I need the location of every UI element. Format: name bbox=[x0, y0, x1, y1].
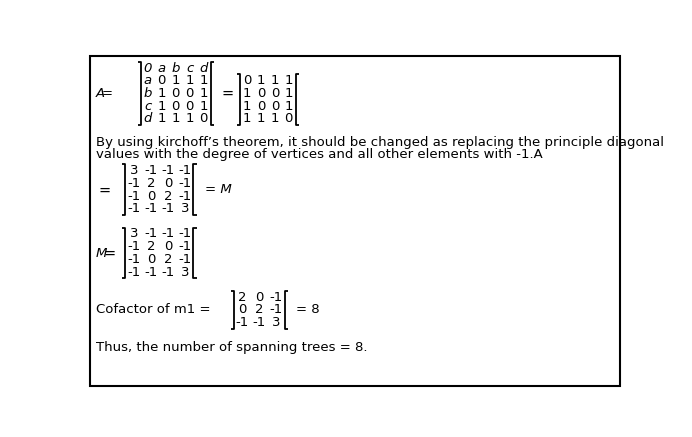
Text: values with the degree of vertices and all other elements with -1.A: values with the degree of vertices and a… bbox=[95, 148, 543, 160]
Text: -1: -1 bbox=[161, 202, 174, 215]
Text: 1: 1 bbox=[172, 74, 180, 87]
Text: 1: 1 bbox=[243, 100, 251, 113]
Text: d: d bbox=[199, 62, 208, 75]
Text: -1: -1 bbox=[144, 164, 158, 177]
Text: 0: 0 bbox=[185, 100, 194, 113]
Text: 0: 0 bbox=[284, 112, 293, 125]
Text: 2: 2 bbox=[147, 177, 155, 190]
Text: 0: 0 bbox=[257, 87, 265, 100]
Text: -1: -1 bbox=[161, 266, 174, 278]
Text: 1: 1 bbox=[271, 74, 279, 87]
Text: -1: -1 bbox=[127, 190, 140, 203]
Text: 0: 0 bbox=[238, 303, 246, 316]
Text: 1: 1 bbox=[172, 112, 180, 125]
Text: 3: 3 bbox=[129, 164, 138, 177]
Text: 0: 0 bbox=[271, 87, 279, 100]
Text: 0: 0 bbox=[257, 100, 265, 113]
Text: 0: 0 bbox=[271, 100, 279, 113]
Text: 3: 3 bbox=[272, 316, 281, 329]
Text: Cofactor of m1 =: Cofactor of m1 = bbox=[95, 303, 210, 316]
Text: 1: 1 bbox=[199, 74, 208, 87]
Text: a: a bbox=[144, 74, 152, 87]
Text: -1: -1 bbox=[179, 240, 192, 253]
Text: 3: 3 bbox=[181, 266, 189, 278]
Text: -1: -1 bbox=[253, 316, 266, 329]
Text: -1: -1 bbox=[127, 240, 140, 253]
Text: = M: = M bbox=[205, 184, 232, 196]
Text: 0: 0 bbox=[243, 74, 251, 87]
Text: -1: -1 bbox=[270, 303, 283, 316]
Text: 0: 0 bbox=[172, 100, 180, 113]
Text: 1: 1 bbox=[157, 112, 166, 125]
Text: =: = bbox=[104, 246, 116, 260]
Text: -1: -1 bbox=[179, 228, 192, 240]
Text: -1: -1 bbox=[161, 164, 174, 177]
Text: A: A bbox=[95, 87, 105, 100]
Text: -1: -1 bbox=[179, 164, 192, 177]
Text: 0: 0 bbox=[164, 177, 172, 190]
Text: -1: -1 bbox=[144, 266, 158, 278]
Text: -1: -1 bbox=[144, 228, 158, 240]
Text: 0: 0 bbox=[172, 87, 180, 100]
Text: 1: 1 bbox=[284, 74, 293, 87]
Text: = 8: = 8 bbox=[295, 303, 320, 316]
Text: 0: 0 bbox=[185, 87, 194, 100]
Text: =: = bbox=[221, 86, 234, 101]
Text: 1: 1 bbox=[257, 74, 265, 87]
Text: 3: 3 bbox=[129, 228, 138, 240]
Text: 0: 0 bbox=[164, 240, 172, 253]
Text: 2: 2 bbox=[163, 190, 172, 203]
Text: a: a bbox=[158, 62, 166, 75]
Text: -1: -1 bbox=[270, 291, 283, 304]
Text: -1: -1 bbox=[144, 202, 158, 215]
Text: 1: 1 bbox=[257, 112, 265, 125]
Text: 1: 1 bbox=[271, 112, 279, 125]
Text: 0: 0 bbox=[255, 291, 264, 304]
Text: b: b bbox=[143, 87, 152, 100]
Text: -1: -1 bbox=[127, 253, 140, 266]
Text: b: b bbox=[172, 62, 180, 75]
Text: -1: -1 bbox=[161, 228, 174, 240]
Text: 2: 2 bbox=[238, 291, 246, 304]
Text: c: c bbox=[186, 62, 193, 75]
Text: 1: 1 bbox=[284, 100, 293, 113]
Text: 0: 0 bbox=[147, 253, 155, 266]
Text: 1: 1 bbox=[284, 87, 293, 100]
Text: c: c bbox=[144, 100, 152, 113]
Text: =: = bbox=[102, 87, 113, 100]
Text: 3: 3 bbox=[181, 202, 189, 215]
Text: 1: 1 bbox=[157, 87, 166, 100]
Text: M: M bbox=[95, 246, 107, 260]
Text: 2: 2 bbox=[255, 303, 264, 316]
Text: -1: -1 bbox=[127, 202, 140, 215]
Text: Thus, the number of spanning trees = 8.: Thus, the number of spanning trees = 8. bbox=[95, 341, 367, 354]
Text: 0: 0 bbox=[199, 112, 208, 125]
Text: d: d bbox=[143, 112, 152, 125]
Text: 1: 1 bbox=[243, 112, 251, 125]
Text: -1: -1 bbox=[179, 190, 192, 203]
Text: 0: 0 bbox=[158, 74, 166, 87]
Text: -1: -1 bbox=[179, 253, 192, 266]
Text: 0: 0 bbox=[147, 190, 155, 203]
Text: 2: 2 bbox=[163, 253, 172, 266]
Text: -1: -1 bbox=[127, 266, 140, 278]
Text: -1: -1 bbox=[179, 177, 192, 190]
Text: By using kirchoff’s theorem, it should be changed as replacing the principle dia: By using kirchoff’s theorem, it should b… bbox=[95, 136, 664, 149]
Text: -1: -1 bbox=[127, 177, 140, 190]
Text: 1: 1 bbox=[157, 100, 166, 113]
Text: -1: -1 bbox=[236, 316, 249, 329]
Text: =: = bbox=[99, 182, 111, 198]
Text: 1: 1 bbox=[199, 100, 208, 113]
Text: 0: 0 bbox=[143, 62, 152, 75]
Text: 1: 1 bbox=[185, 74, 194, 87]
Text: 2: 2 bbox=[147, 240, 155, 253]
Text: 1: 1 bbox=[199, 87, 208, 100]
Text: 1: 1 bbox=[243, 87, 251, 100]
Text: 1: 1 bbox=[185, 112, 194, 125]
